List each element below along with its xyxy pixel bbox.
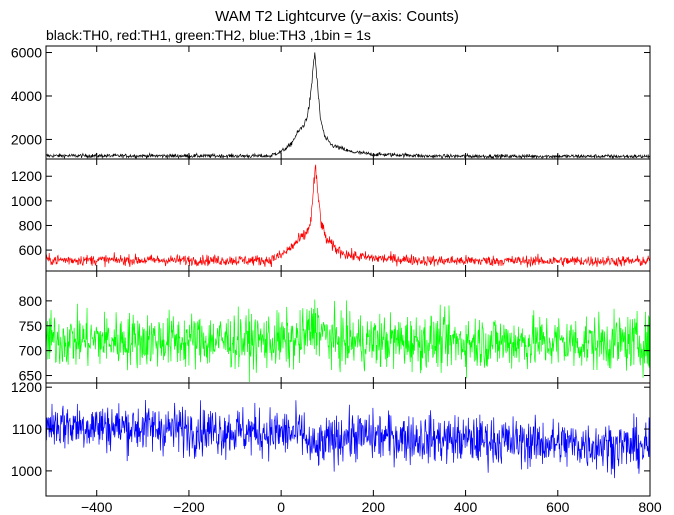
y-tick-label: 1000 [11,463,42,479]
x-tick-label: 200 [362,499,386,515]
panel-frame-th3 [45,382,651,497]
y-tick-label: 750 [19,318,43,334]
y-tick-label: 650 [19,368,43,384]
series-line-th1 [45,164,651,268]
y-tick-label: 700 [19,343,43,359]
x-tick-label: −200 [173,499,205,515]
x-axis: −400 −200 0 200 400 600 800 [81,499,662,515]
y-tick-label: 1200 [11,379,42,395]
y-tick-label: 600 [19,242,43,258]
series-line-th0 [45,52,651,160]
y-tick-label: 2000 [11,131,42,147]
chart-subtitle: black:TH0, red:TH1, green:TH2, blue:TH3 … [46,27,371,43]
series-line-th3 [45,399,651,479]
x-tick-label: −400 [81,499,113,515]
panel-th3: 1000 1100 1200 [11,379,651,497]
y-tick-label: 1200 [11,168,42,184]
x-tick-label: 600 [546,499,570,515]
panels-group: 2000400060006008001000120065070075080010… [11,45,651,497]
y-tick-label: 800 [19,293,43,309]
panel-frame-th0 [45,45,651,160]
x-tick-label: 400 [454,499,478,515]
y-tick-label: 1000 [11,193,42,209]
panel-th2: 650 700 750 800 [19,270,651,384]
x-tick-label: 0 [277,499,285,515]
y-tick-label: 6000 [11,45,42,61]
y-tick-label: 800 [19,217,43,233]
series-line-th2 [45,299,651,383]
panel-th0: 2000 4000 6000 [11,45,651,160]
panel-th1: 600 800 1000 1200 [11,158,651,272]
x-tick-label: 800 [638,499,662,515]
chart-title: WAM T2 Lightcurve (y−axis: Counts) [215,8,459,25]
y-tick-label: 1100 [12,421,42,437]
y-tick-label: 4000 [11,88,42,104]
